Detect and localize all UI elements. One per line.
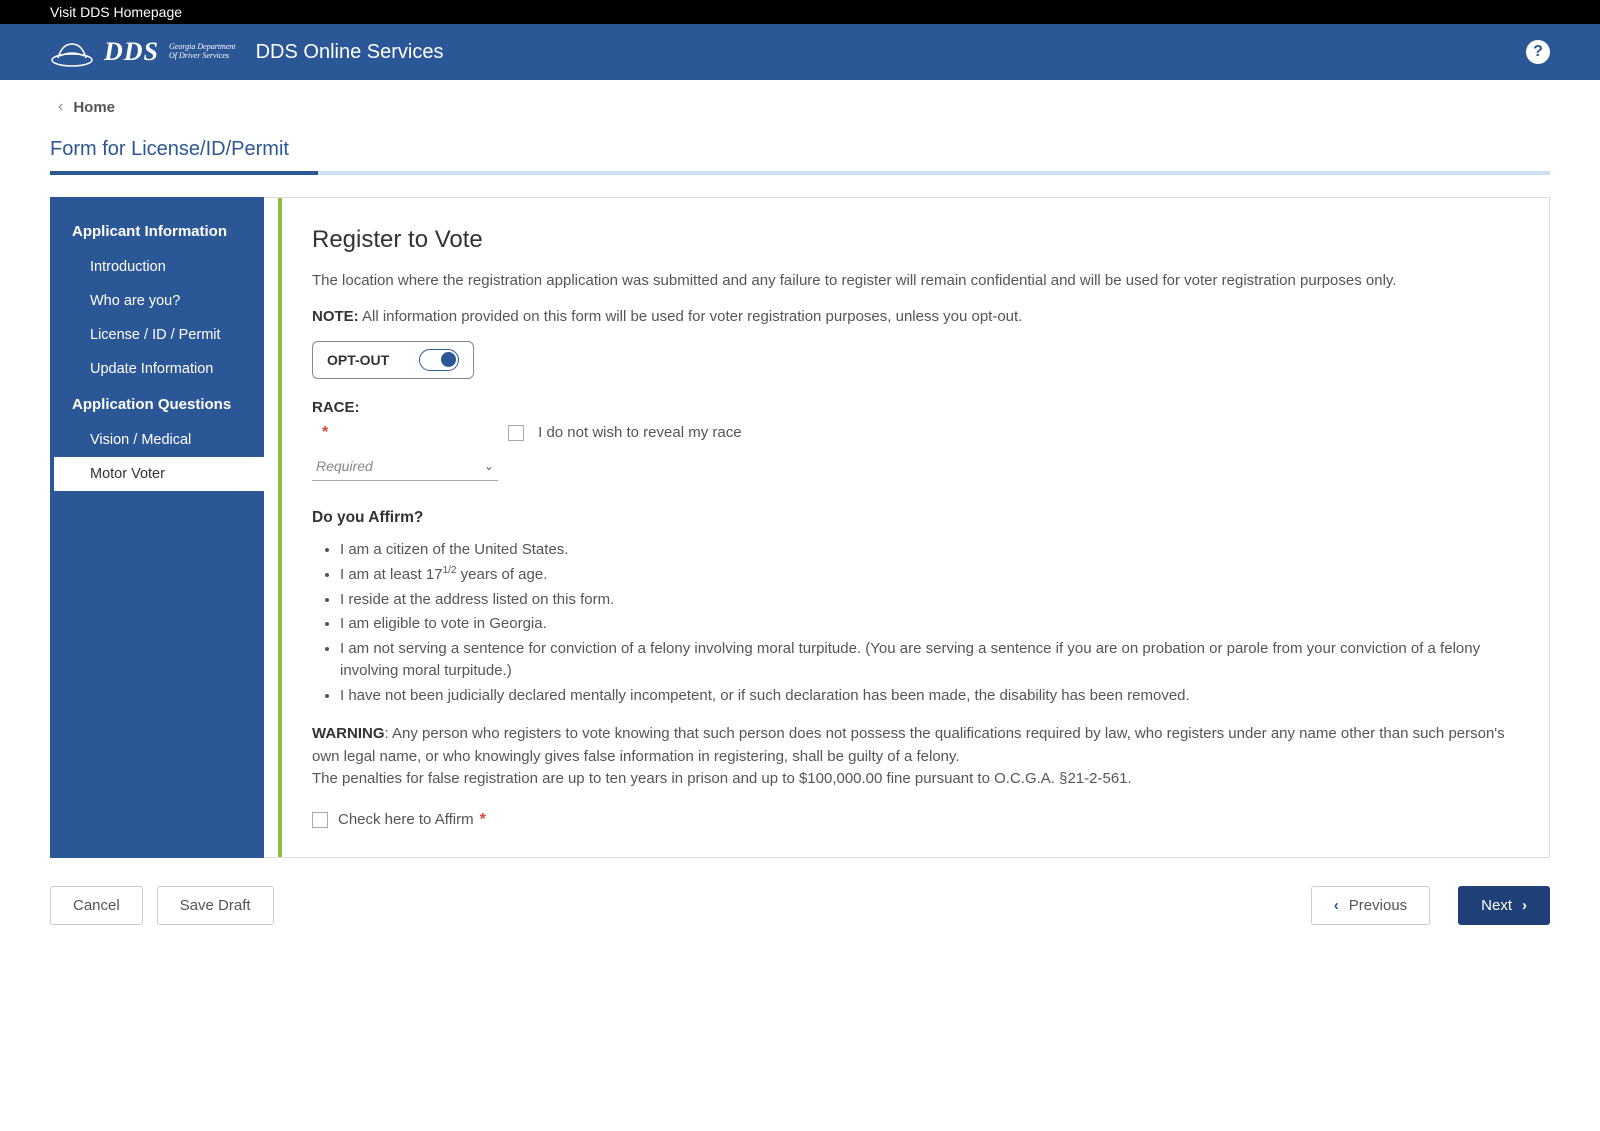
sidebar-group-application-questions: Application Questions	[50, 386, 264, 423]
race-select[interactable]: Required ⌄	[312, 452, 498, 481]
header: DDS Georgia Department Of Driver Service…	[0, 24, 1600, 80]
breadcrumb-home[interactable]: Home	[73, 99, 115, 116]
affirm-item: I am at least 171/2 years of age.	[340, 563, 1519, 587]
affirm-age-fraction: 1/2	[443, 565, 457, 576]
sidebar-item-motor-voter[interactable]: Motor Voter	[50, 457, 264, 491]
warning-label: WARNING	[312, 725, 385, 742]
intro-text: The location where the registration appl…	[312, 270, 1519, 292]
previous-button[interactable]: ‹ Previous	[1311, 886, 1430, 925]
affirm-item: I am eligible to vote in Georgia.	[340, 613, 1519, 636]
header-title: DDS Online Services	[256, 41, 444, 64]
affirm-checkbox-label: Check here to Affirm	[338, 811, 474, 828]
affirm-age-suffix: years of age.	[456, 566, 547, 583]
chevron-right-icon: ›	[1522, 897, 1527, 914]
logo-block: DDS Georgia Department Of Driver Service…	[50, 36, 236, 68]
affirm-age-prefix: I am at least 17	[340, 566, 443, 583]
content-panel: Register to Vote The location where the …	[264, 197, 1550, 858]
chevron-down-icon: ⌄	[484, 459, 494, 473]
toggle-icon	[419, 349, 459, 371]
note-label: NOTE:	[312, 308, 359, 325]
visit-homepage-link[interactable]: Visit DDS Homepage	[50, 4, 182, 20]
note-line: NOTE: All information provided on this f…	[312, 308, 1519, 325]
race-label: RACE:	[312, 399, 1519, 416]
warning-penalty: The penalties for false registration are…	[312, 770, 1132, 787]
section-heading: Register to Vote	[312, 226, 1519, 254]
sidebar-item-update-information[interactable]: Update Information	[50, 352, 264, 386]
dds-logo-sub2: Of Driver Services	[169, 52, 236, 61]
race-reveal-checkbox[interactable]	[508, 425, 524, 441]
affirm-checkbox-row[interactable]: Check here to Affirm *	[312, 811, 1519, 829]
footer: Cancel Save Draft ‹ Previous Next ›	[0, 858, 1600, 945]
affirm-checkbox[interactable]	[312, 812, 328, 828]
affirm-list: I am a citizen of the United States. I a…	[312, 539, 1519, 708]
cancel-button[interactable]: Cancel	[50, 886, 143, 925]
sidebar-item-who-are-you[interactable]: Who are you?	[50, 284, 264, 318]
dds-logo-text: DDS	[104, 37, 159, 66]
sidebar-group-applicant: Applicant Information	[50, 213, 264, 250]
race-select-placeholder: Required	[316, 458, 373, 474]
race-reveal-row[interactable]: I do not wish to reveal my race	[508, 424, 741, 441]
affirm-item: I am not serving a sentence for convicti…	[340, 638, 1519, 683]
affirm-item: I have not been judicially declared ment…	[340, 685, 1519, 708]
sidebar: Applicant Information Introduction Who a…	[50, 197, 264, 858]
trooper-hat-icon	[50, 36, 94, 68]
page-title: Form for License/ID/Permit	[50, 126, 1550, 175]
chevron-left-icon: ‹	[1334, 897, 1339, 914]
next-label: Next	[1481, 897, 1512, 914]
affirm-item: I reside at the address listed on this f…	[340, 589, 1519, 612]
next-button[interactable]: Next ›	[1458, 886, 1550, 925]
help-icon[interactable]: ?	[1526, 40, 1550, 64]
sidebar-item-license-id-permit[interactable]: License / ID / Permit	[50, 318, 264, 352]
required-star: *	[322, 424, 328, 442]
warning-paragraph: WARNING: Any person who registers to vot…	[312, 723, 1519, 791]
warning-text: : Any person who registers to vote knowi…	[312, 725, 1505, 765]
sidebar-item-vision-medical[interactable]: Vision / Medical	[50, 423, 264, 457]
breadcrumb: ‹ Home	[0, 80, 1600, 126]
required-star: *	[480, 811, 486, 829]
opt-out-toggle[interactable]: OPT-OUT	[312, 341, 474, 379]
affirm-item: I am a citizen of the United States.	[340, 539, 1519, 562]
previous-label: Previous	[1349, 897, 1407, 914]
save-draft-button[interactable]: Save Draft	[157, 886, 274, 925]
note-text: All information provided on this form wi…	[359, 308, 1023, 325]
sidebar-item-introduction[interactable]: Introduction	[50, 250, 264, 284]
affirm-heading: Do you Affirm?	[312, 509, 1519, 527]
chevron-left-icon[interactable]: ‹	[58, 98, 63, 116]
opt-out-label: OPT-OUT	[327, 352, 389, 368]
race-reveal-label: I do not wish to reveal my race	[538, 424, 741, 441]
